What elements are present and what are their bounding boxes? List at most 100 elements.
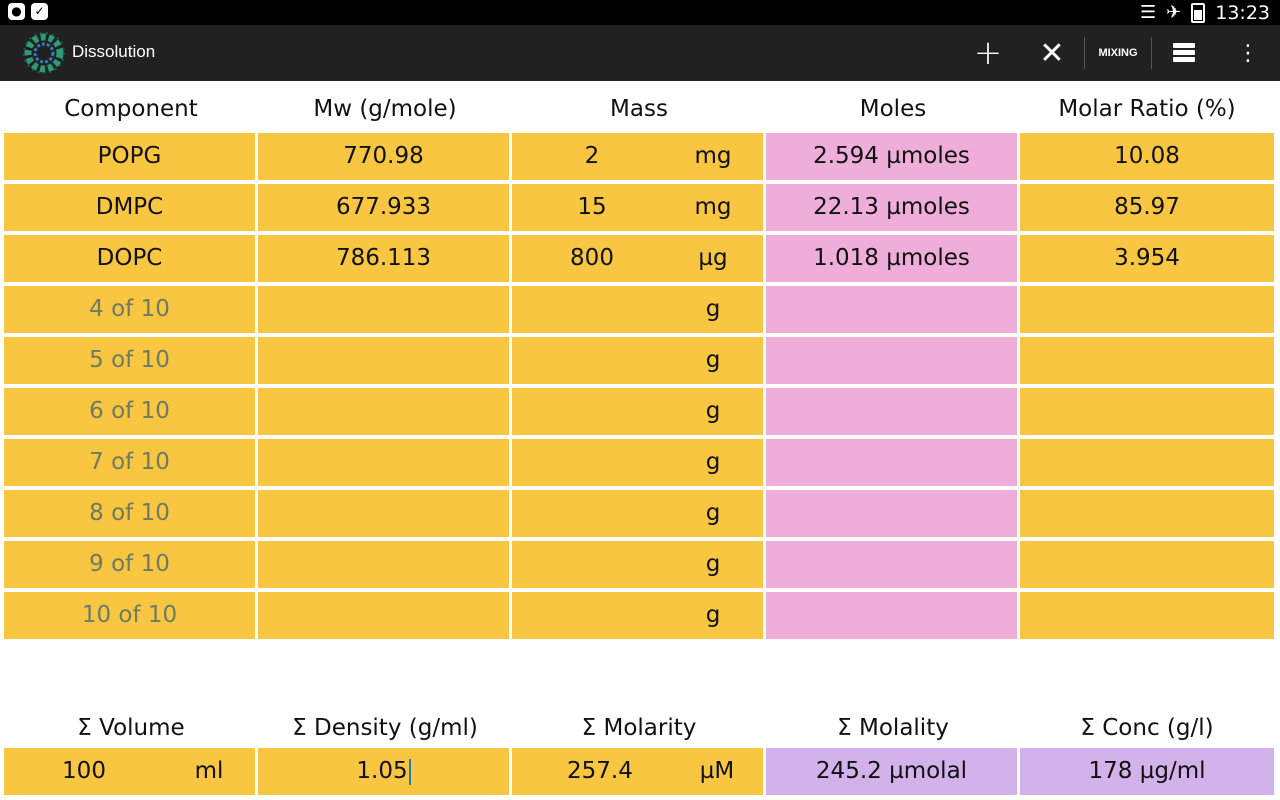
mw-field[interactable] [258,592,509,639]
mass-unit-selector[interactable]: g [705,398,721,424]
app-title: Dissolution [72,42,156,61]
mass-field[interactable]: g [512,337,763,384]
mass-field[interactable]: g [512,490,763,537]
component-field[interactable]: 8 of 10 [4,490,255,537]
mass-unit-selector[interactable]: mg [694,143,732,169]
volume-field[interactable]: 100 ml [4,748,255,795]
mw-field[interactable] [258,490,509,537]
component-field[interactable]: 10 of 10 [4,592,255,639]
action-bar: Dissolution + ✕ MIXING ⋮ [0,25,1280,81]
chat-notification-icon: ● [8,3,25,20]
component-field[interactable]: 6 of 10 [4,388,255,435]
table-row: 5 of 10 g [4,337,1276,388]
table-row: 9 of 10 g [4,541,1276,592]
header-sum-conc: Σ Conc (g/l) [1080,715,1214,741]
component-field[interactable]: 7 of 10 [4,439,255,486]
volume-value: 100 [62,758,106,784]
molar-ratio-result [1020,337,1274,384]
density-field[interactable]: 1.05 [258,748,509,795]
conc-result: 178 µg/ml [1020,748,1274,795]
header-sum-molarity: Σ Molarity [581,715,697,741]
close-icon: ✕ [1039,35,1065,71]
component-field[interactable]: DOPC [4,235,255,282]
mass-unit-selector[interactable]: g [705,296,721,322]
mass-field[interactable]: g [512,388,763,435]
volume-unit-selector[interactable]: ml [194,758,224,784]
moles-result [766,541,1017,588]
component-field[interactable]: DMPC [4,184,255,231]
mass-field[interactable]: g [512,286,763,333]
molar-ratio-result [1020,439,1274,486]
header-mw: Mw (g/mole) [313,96,457,122]
app-logo-icon[interactable] [22,31,66,75]
moles-result [766,439,1017,486]
mw-field[interactable]: 786.113 [258,235,509,282]
mass-value: 15 [577,194,607,220]
clear-button[interactable]: ✕ [1030,25,1074,81]
mass-unit-selector[interactable]: g [705,500,721,526]
plus-icon: + [973,33,1003,73]
mass-unit-selector[interactable]: g [705,602,721,628]
molar-ratio-result [1020,541,1274,588]
table-row: 4 of 10 g [4,286,1276,337]
action-divider [1151,37,1152,69]
add-button[interactable]: + [966,25,1010,81]
mw-field[interactable] [258,541,509,588]
moles-result [766,388,1017,435]
molality-result: 245.2 µmolal [766,748,1017,795]
mass-unit-selector[interactable]: g [705,551,721,577]
component-field[interactable]: 5 of 10 [4,337,255,384]
molar-ratio-result: 10.08 [1020,133,1274,180]
checkbox-notification-icon: ✓ [31,3,48,20]
header-molar-ratio: Molar Ratio (%) [1058,96,1236,122]
mass-field[interactable]: g [512,541,763,588]
mass-unit-selector[interactable]: µg [698,245,728,271]
mass-unit-selector[interactable]: g [705,347,721,373]
battery-icon [1191,2,1206,23]
mw-field[interactable] [258,286,509,333]
mass-field[interactable]: 15 mg [512,184,763,231]
status-right: ☰ ✈ 13:23 [1140,0,1270,25]
component-field[interactable]: 4 of 10 [4,286,255,333]
table-header: Component Mw (g/mole) Mass Moles Molar R… [4,87,1276,131]
component-field[interactable]: 9 of 10 [4,541,255,588]
moles-result [766,286,1017,333]
table-row: 8 of 10 g [4,490,1276,541]
density-value: 1.05 [356,758,408,784]
storage-button[interactable] [1162,25,1206,81]
header-mass: Mass [610,96,668,122]
airplane-mode-icon: ✈ [1166,2,1182,23]
molar-ratio-result: 85.97 [1020,184,1274,231]
header-moles: Moles [859,96,927,122]
mw-field[interactable] [258,388,509,435]
component-field[interactable]: POPG [4,133,255,180]
molarity-unit-selector[interactable]: µM [699,758,735,784]
mw-field[interactable]: 677.933 [258,184,509,231]
mw-field[interactable]: 770.98 [258,133,509,180]
summary-row: 100 ml 1.05 257.4 µM 245.2 µmolal 178 µg… [4,748,1276,795]
mw-field[interactable] [258,337,509,384]
notification-icons: ● ✓ [8,3,48,20]
mass-field[interactable]: 2 mg [512,133,763,180]
header-component: Component [64,96,198,122]
mixing-button[interactable]: MIXING [1098,47,1138,59]
mass-field[interactable]: g [512,592,763,639]
mass-value: 2 [584,143,600,169]
molarity-field[interactable]: 257.4 µM [512,748,763,795]
mw-field[interactable] [258,439,509,486]
molar-ratio-result [1020,490,1274,537]
overflow-menu-icon: ⋮ [1237,40,1259,66]
mass-unit-selector[interactable]: mg [694,194,732,220]
mass-field[interactable]: g [512,439,763,486]
status-bar: ● ✓ ☰ ✈ 13:23 [0,0,1280,25]
mass-unit-selector[interactable]: g [705,449,721,475]
table-row: DOPC 786.113 800 µg 1.018 µmoles 3.954 [4,235,1276,286]
mass-field[interactable]: 800 µg [512,235,763,282]
molar-ratio-result: 3.954 [1020,235,1274,282]
table-row: DMPC 677.933 15 mg 22.13 µmoles 85.97 [4,184,1276,235]
overflow-menu-button[interactable]: ⋮ [1228,25,1268,81]
action-divider [1084,37,1085,69]
table-row: POPG 770.98 2 mg 2.594 µmoles 10.08 [4,133,1276,184]
summary-header: Σ Volume Σ Density (g/ml) Σ Molarity Σ M… [4,706,1276,750]
clock: 13:23 [1215,1,1270,24]
